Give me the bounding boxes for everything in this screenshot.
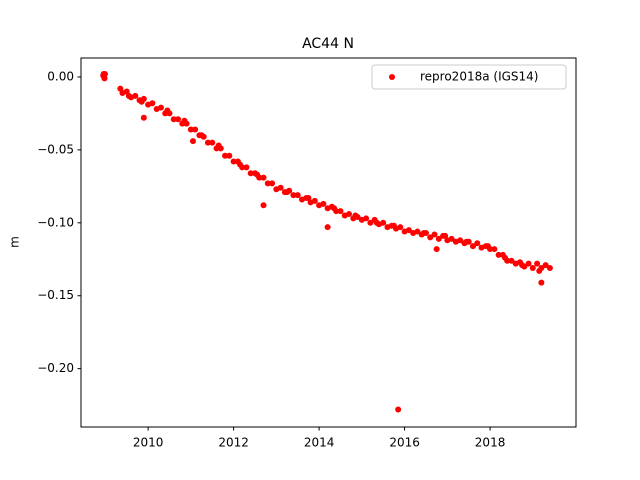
data-point: [192, 126, 199, 133]
data-point: [420, 230, 427, 237]
data-point: [525, 260, 532, 267]
data-point: [181, 117, 188, 124]
legend-marker: [389, 74, 395, 80]
data-point: [204, 139, 211, 146]
data-point: [502, 254, 509, 261]
x-tick-label: 2012: [218, 436, 249, 450]
data-point: [170, 116, 177, 123]
data-point: [209, 139, 216, 146]
data-point: [538, 279, 545, 286]
data-point: [101, 71, 108, 78]
data-point: [435, 235, 442, 242]
y-tick-label: 0.00: [47, 69, 74, 83]
data-point: [101, 75, 108, 82]
data-point: [132, 92, 139, 99]
data-point: [260, 202, 267, 209]
data-point: [140, 114, 147, 121]
data-point: [457, 237, 464, 244]
y-tick-label: −0.20: [37, 361, 74, 375]
data-point: [405, 227, 412, 234]
plot-area: [100, 71, 553, 413]
data-point: [433, 246, 440, 253]
y-tick-label: −0.15: [37, 288, 74, 302]
data-point: [164, 107, 171, 114]
data-point: [469, 243, 476, 250]
data-point: [367, 219, 374, 226]
data-point: [363, 215, 370, 222]
data-point: [311, 197, 318, 204]
x-tick-label: 2010: [133, 436, 164, 450]
axes-frame: [80, 57, 577, 428]
data-point: [254, 171, 261, 178]
data-point: [230, 158, 237, 165]
data-point: [491, 246, 498, 253]
data-point: [508, 257, 515, 264]
data-point: [243, 164, 250, 171]
data-point: [395, 406, 402, 413]
data-point: [305, 195, 312, 202]
data-point: [484, 243, 491, 250]
data-point: [346, 211, 353, 218]
chart-title: AC44 N: [302, 36, 354, 52]
data-point: [529, 265, 536, 272]
legend-label: repro2018a (IGS14): [420, 70, 538, 84]
data-point: [519, 262, 526, 269]
data-point: [290, 192, 297, 199]
x-tick-label: 2014: [304, 436, 335, 450]
data-point: [269, 180, 276, 187]
data-point: [495, 251, 502, 258]
data-point: [474, 240, 481, 247]
data-point: [320, 200, 327, 207]
data-point: [138, 98, 145, 105]
data-point: [222, 152, 229, 159]
data-point: [226, 152, 233, 159]
data-point: [448, 235, 455, 242]
data-point: [149, 100, 156, 107]
data-point: [237, 161, 244, 168]
data-point: [260, 174, 267, 181]
data-point: [264, 180, 271, 187]
data-point: [536, 267, 543, 274]
data-point: [284, 189, 291, 196]
y-axis-label: m: [8, 236, 22, 248]
data-point: [337, 208, 344, 215]
data-point: [352, 212, 359, 219]
data-point: [390, 222, 397, 229]
data-point: [331, 205, 338, 212]
data-point: [534, 260, 541, 267]
x-tick-label: 2018: [475, 436, 506, 450]
data-point: [157, 104, 164, 111]
data-point: [187, 126, 194, 133]
data-point: [373, 219, 380, 226]
data-point: [198, 132, 205, 139]
data-point: [546, 265, 553, 272]
data-point: [427, 234, 434, 241]
data-point: [294, 192, 301, 199]
data-point: [442, 232, 449, 239]
data-point: [414, 228, 421, 235]
data-point: [277, 184, 284, 191]
legend: repro2018a (IGS14): [371, 64, 567, 90]
y-tick-label: −0.05: [37, 142, 74, 156]
y-tick-label: −0.10: [37, 215, 74, 229]
data-point: [189, 138, 196, 145]
data-point: [431, 231, 438, 238]
data-point: [125, 92, 132, 99]
legend-box: [371, 64, 567, 90]
data-point: [542, 262, 549, 269]
data-point: [463, 238, 470, 245]
data-point: [215, 142, 222, 149]
data-point: [247, 170, 254, 177]
data-point: [380, 219, 387, 226]
data-point: [397, 224, 404, 231]
data-point: [324, 224, 331, 231]
x-tick-label: 2016: [389, 436, 420, 450]
data-point: [175, 116, 182, 123]
